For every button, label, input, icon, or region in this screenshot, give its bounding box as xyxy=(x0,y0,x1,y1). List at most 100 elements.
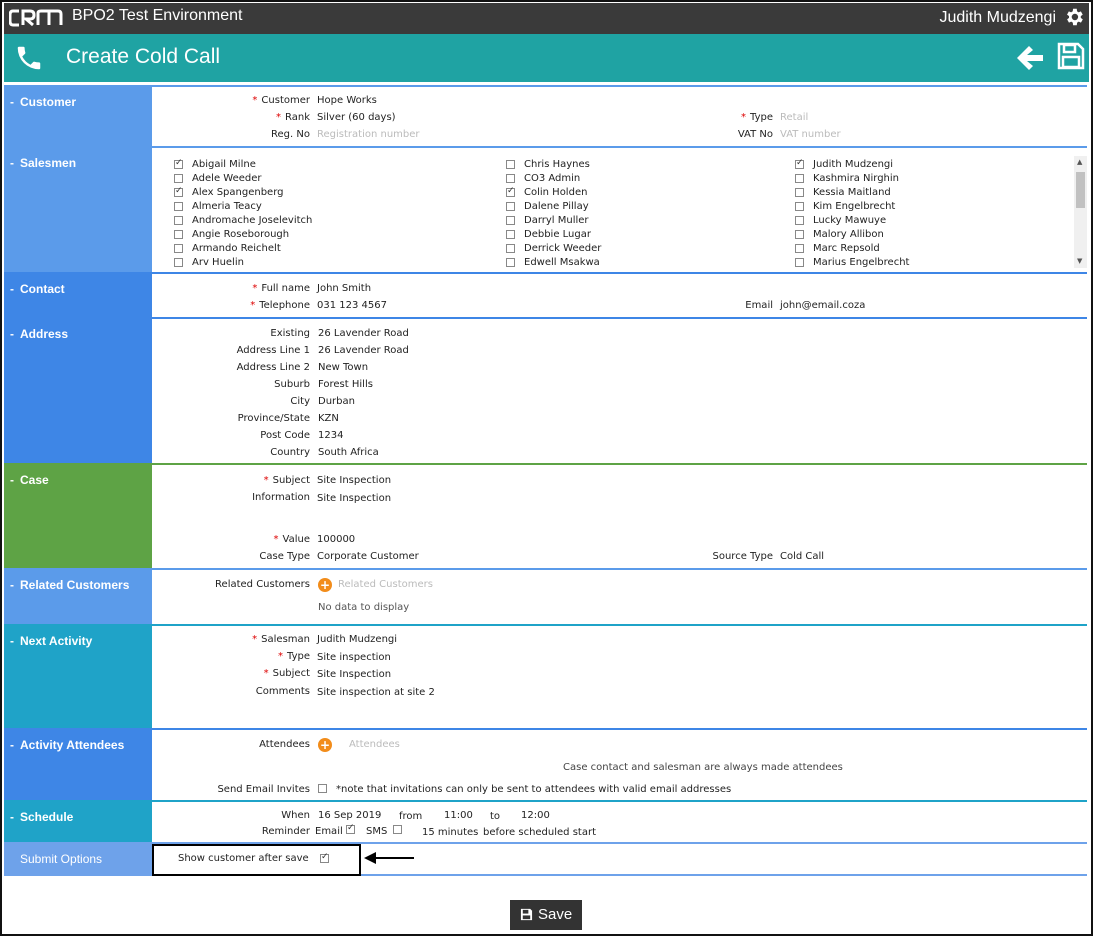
address-label: Country xyxy=(270,447,310,458)
salesman-checkbox[interactable] xyxy=(506,186,515,197)
information-field[interactable]: Site Inspection xyxy=(317,493,392,504)
gear-icon[interactable] xyxy=(1063,6,1085,28)
scroll-thumb[interactable] xyxy=(1076,172,1085,208)
salesman-checkbox[interactable] xyxy=(174,158,183,169)
section-schedule[interactable]: - Schedule xyxy=(4,802,152,842)
related-customers-input[interactable]: Related Customers xyxy=(338,579,433,590)
case-type-field[interactable]: Corporate Customer xyxy=(317,551,419,562)
salesman-checkbox[interactable] xyxy=(795,202,804,211)
reminder-email-label: Email xyxy=(315,826,343,837)
address-field[interactable]: Durban xyxy=(318,396,355,407)
send-invites-checkbox[interactable] xyxy=(318,784,327,793)
section-related-customers[interactable]: - Related Customers xyxy=(4,570,152,624)
salesman-name: Kashmira Nirghin xyxy=(813,173,899,184)
section-next-activity[interactable]: - Next Activity xyxy=(4,626,152,728)
rank-field[interactable]: Silver (60 days) xyxy=(317,112,396,123)
telephone-field[interactable]: 031 123 4567 xyxy=(317,300,387,311)
reminder-sms-checkbox[interactable] xyxy=(393,825,402,834)
show-customer-label: Show customer after save xyxy=(178,853,309,864)
scroll-up-icon[interactable]: ▲ xyxy=(1077,158,1083,166)
address-label: Post Code xyxy=(260,430,310,441)
reminder-minutes-field[interactable]: 15 minutes xyxy=(422,827,479,838)
salesman-checkbox[interactable] xyxy=(795,230,804,239)
salesman-checkbox[interactable] xyxy=(174,216,183,225)
email-field[interactable]: john@email.coza xyxy=(780,300,866,311)
salesman-checkbox[interactable] xyxy=(506,244,515,253)
source-type-field[interactable]: Cold Call xyxy=(780,551,825,562)
information-label: Information xyxy=(252,492,310,503)
save-icon[interactable] xyxy=(1057,42,1085,70)
salesman-name: Chris Haynes xyxy=(524,159,590,170)
value-field[interactable]: 100000 xyxy=(317,534,356,545)
activity-subject-field[interactable]: Site Inspection xyxy=(317,669,392,680)
salesman-checkbox[interactable] xyxy=(795,174,804,183)
address-field[interactable]: New Town xyxy=(318,362,369,373)
separator xyxy=(4,624,1087,626)
salesman-checkbox[interactable] xyxy=(795,244,804,253)
salesman-checkbox[interactable] xyxy=(795,188,804,197)
subject-field[interactable]: Site Inspection xyxy=(317,475,392,486)
salesman-checkbox[interactable] xyxy=(795,258,804,267)
section-customer[interactable]: - Customer xyxy=(4,87,152,146)
address-field[interactable]: 26 Lavender Road xyxy=(318,328,409,339)
scroll-down-icon[interactable]: ▼ xyxy=(1077,257,1083,265)
salesman-checkbox[interactable] xyxy=(795,216,804,225)
add-related-customer-icon[interactable]: + xyxy=(318,578,332,592)
attendees-input[interactable]: Attendees xyxy=(349,739,400,750)
salesman-checkbox[interactable] xyxy=(795,158,804,169)
show-customer-checkbox[interactable] xyxy=(320,852,329,863)
salesman-checkbox[interactable] xyxy=(174,174,183,183)
subject-label: * Subject xyxy=(263,475,310,486)
add-attendee-icon[interactable]: + xyxy=(318,738,332,752)
user-name[interactable]: Judith Mudzengi xyxy=(939,9,1056,26)
section-label: Next Activity xyxy=(20,634,93,648)
section-salesmen[interactable]: - Salesmen xyxy=(4,148,152,272)
from-time-field[interactable]: 11:00 xyxy=(444,810,473,821)
separator xyxy=(4,874,1087,876)
address-field[interactable]: 26 Lavender Road xyxy=(318,345,409,356)
section-case[interactable]: - Case xyxy=(4,465,152,568)
salesman-checkbox[interactable] xyxy=(506,160,515,169)
address-field[interactable]: KZN xyxy=(318,413,339,424)
comments-field[interactable]: Site inspection at site 2 xyxy=(317,687,435,698)
section-address[interactable]: - Address xyxy=(4,319,152,463)
salesmen-scrollbar[interactable]: ▲ ▼ xyxy=(1074,156,1087,268)
regno-input[interactable]: Registration number xyxy=(317,129,420,140)
section-label: Activity Attendees xyxy=(20,738,125,752)
activity-type-field[interactable]: Site inspection xyxy=(317,652,391,663)
salesman-checkbox[interactable] xyxy=(506,174,515,183)
highlight-box xyxy=(152,844,361,876)
address-field[interactable]: Forest Hills xyxy=(318,379,373,390)
salesman-checkbox[interactable] xyxy=(174,202,183,211)
salesman-checkbox[interactable] xyxy=(506,230,515,239)
separator xyxy=(4,728,1087,730)
section-activity-attendees[interactable]: - Activity Attendees xyxy=(4,730,152,800)
separator xyxy=(4,146,1087,148)
salesman-checkbox[interactable] xyxy=(506,258,515,267)
activity-type-label: * Type xyxy=(278,651,310,662)
salesman-field[interactable]: Judith Mudzengi xyxy=(317,634,398,645)
salesman-checkbox[interactable] xyxy=(506,202,515,211)
address-field[interactable]: 1234 xyxy=(318,430,344,441)
salesman-checkbox[interactable] xyxy=(174,258,183,267)
vat-input[interactable]: VAT number xyxy=(780,129,841,140)
salesman-checkbox[interactable] xyxy=(506,216,515,225)
salesman-checkbox[interactable] xyxy=(174,230,183,239)
salesman-name: Almeria Teacy xyxy=(192,201,262,212)
reminder-email-checkbox[interactable] xyxy=(346,823,355,834)
invites-note: *note that invitations can only be sent … xyxy=(336,784,732,795)
salesman-checkbox[interactable] xyxy=(174,186,183,197)
section-contact[interactable]: - Contact xyxy=(4,274,152,317)
section-label: Contact xyxy=(20,282,65,296)
address-field[interactable]: South Africa xyxy=(318,447,379,458)
to-time-field[interactable]: 12:00 xyxy=(521,810,550,821)
back-arrow-icon[interactable] xyxy=(1015,44,1045,72)
attendees-label: Attendees xyxy=(259,739,310,750)
type-select[interactable]: Retail xyxy=(780,112,809,123)
before-label: before scheduled start xyxy=(483,827,596,838)
save-button[interactable]: Save xyxy=(510,900,582,930)
fullname-field[interactable]: John Smith xyxy=(317,283,372,294)
customer-field[interactable]: Hope Works xyxy=(317,95,377,106)
date-field[interactable]: 16 Sep 2019 xyxy=(318,810,382,821)
salesman-checkbox[interactable] xyxy=(174,244,183,253)
